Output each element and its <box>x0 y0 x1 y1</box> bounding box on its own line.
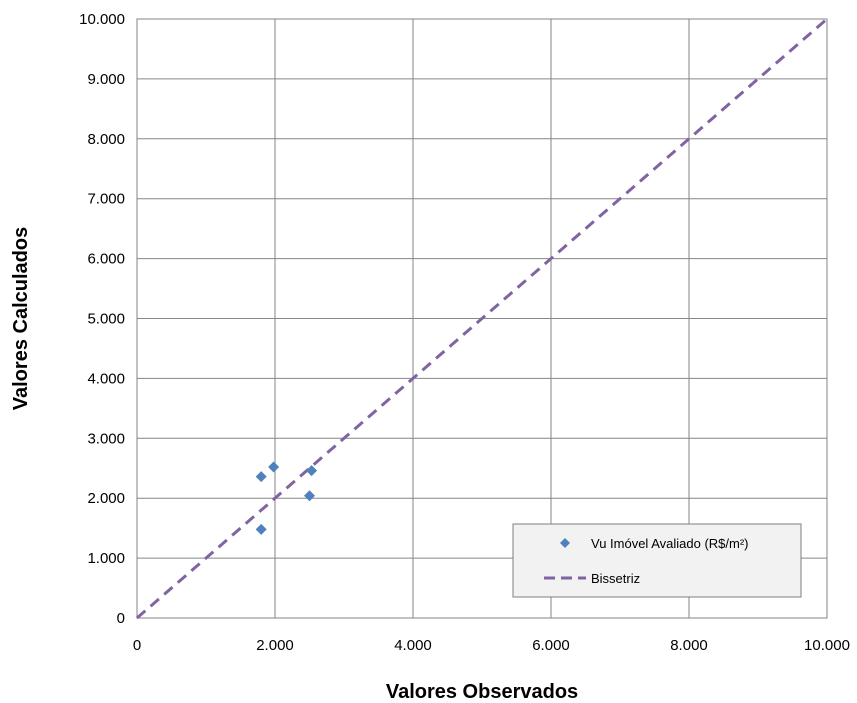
data-point-diamond <box>306 465 318 477</box>
legend-box <box>512 523 802 598</box>
legend-label-bissetriz: Bissetriz <box>591 571 640 586</box>
data-point-diamond <box>304 490 315 502</box>
y-tick-label: 6.000 <box>87 251 125 268</box>
plot-area-border <box>136 18 828 619</box>
legend-label-vu-imovel: Vu Imóvel Avaliado (R$/m²) <box>591 536 749 551</box>
x-axis-tick-labels: 0 2.000 4.000 6.000 8.000 10.000 <box>133 637 850 654</box>
data-point-diamond <box>255 471 267 483</box>
x-tick-label: 2.000 <box>256 637 294 654</box>
x-tick-label: 0 <box>133 637 141 654</box>
legend-marker-diamond <box>560 538 570 548</box>
x-tick-label: 6.000 <box>532 637 570 654</box>
legend: Vu Imóvel Avaliado (R$/m²) Bissetriz <box>512 523 802 598</box>
bissetriz-line <box>136 17 828 620</box>
y-tick-label: 7.000 <box>87 191 125 208</box>
series-layer <box>136 17 828 620</box>
y-tick-label: 10.000 <box>79 11 125 28</box>
y-tick-label: 3.000 <box>87 430 125 447</box>
y-axis-title: Valores Calculados <box>10 227 32 410</box>
y-tick-label: 4.000 <box>87 370 125 387</box>
y-tick-label: 9.000 <box>87 71 125 88</box>
y-axis-tick-labels: 0 1.000 2.000 3.000 4.000 5.000 6.000 7.000 8.00… <box>79 11 125 627</box>
x-axis-title: Valores Observados <box>386 681 578 703</box>
x-tick-label: 10.000 <box>804 637 850 654</box>
y-tick-label: 2.000 <box>87 490 125 507</box>
x-tick-label: 4.000 <box>394 637 432 654</box>
y-tick-label: 0 <box>117 610 125 627</box>
y-tick-label: 5.000 <box>87 311 125 328</box>
y-tick-label: 1.000 <box>87 550 125 567</box>
data-point-diamond <box>255 523 267 535</box>
y-tick-label: 8.000 <box>87 131 125 148</box>
x-tick-label: 8.000 <box>670 637 708 654</box>
data-point-diamond <box>268 461 280 473</box>
